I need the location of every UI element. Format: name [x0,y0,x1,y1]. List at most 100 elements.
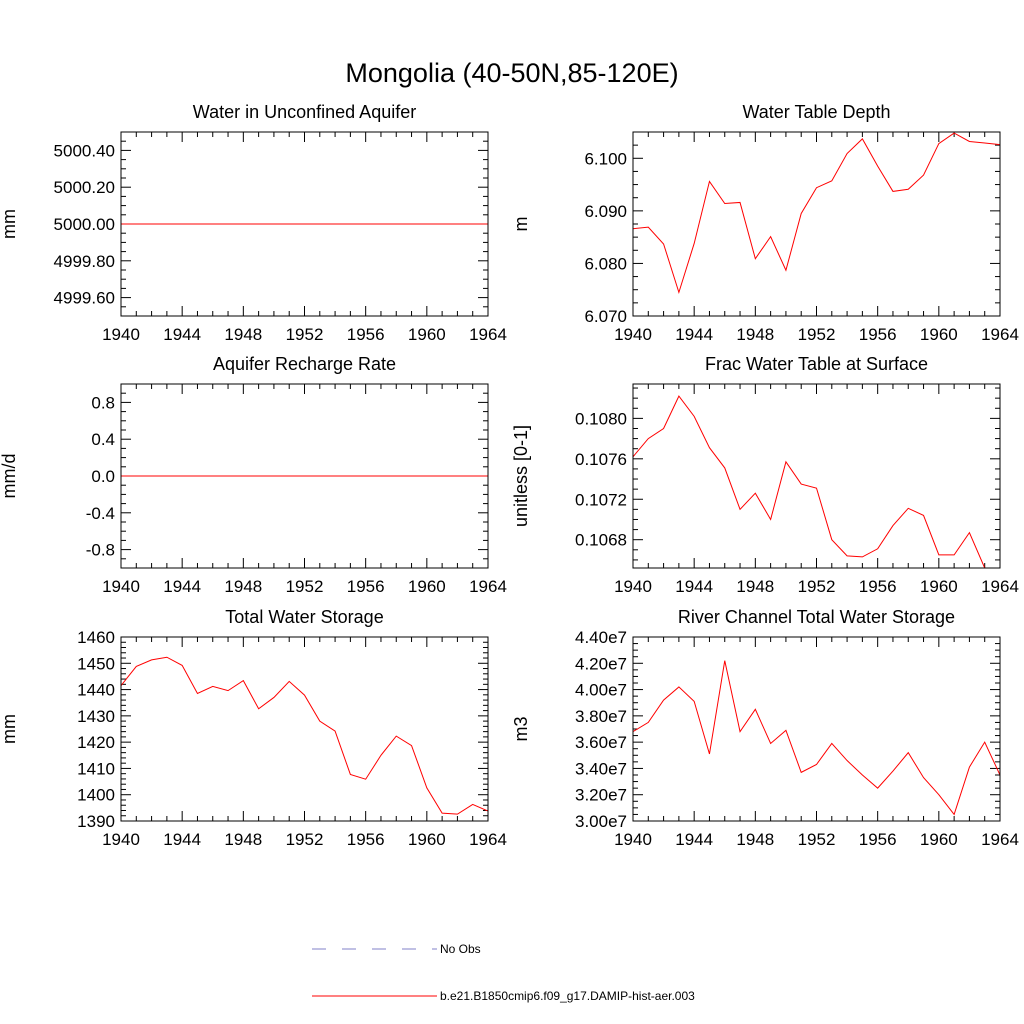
x-tick-label: 1948 [224,830,262,849]
y-tick-label: 3.00e7 [575,812,627,831]
panel-title: Total Water Storage [225,607,383,627]
plot-frame [120,383,489,569]
plot-frame [632,131,1001,317]
x-tick-label: 1956 [859,830,897,849]
y-tick-label: 4999.80 [54,252,115,271]
y-tick-label: 4.00e7 [575,681,627,700]
y-tick-label: 0.8 [91,393,115,412]
y-tick-label: 6.090 [584,202,627,221]
y-tick-label: 6.100 [584,149,627,168]
x-tick-label: 1940 [102,577,140,596]
y-tick-label: 1390 [77,812,115,831]
y-tick-label: 0.1072 [575,490,627,509]
y-tick-label: 1410 [77,759,115,778]
y-tick-label: 4.40e7 [575,628,627,647]
plot-frame [120,131,489,317]
y-tick-label: 1460 [77,628,115,647]
y-tick-label: 1400 [77,786,115,805]
x-tick-label: 1944 [163,325,201,344]
x-tick-label: 1956 [347,830,385,849]
x-tick-label: 1960 [408,325,446,344]
panel-title: Water Table Depth [742,102,890,122]
y-tick-label: 6.070 [584,307,627,326]
plot-frame [632,636,1001,822]
x-tick-label: 1948 [736,325,774,344]
x-tick-label: 1948 [736,830,774,849]
panel-title: Water in Unconfined Aquifer [193,102,416,122]
x-tick-label: 1940 [102,325,140,344]
x-tick-label: 1948 [736,577,774,596]
panel-2: Water Table Depth m 1940 1944 1948 1952 1956 19… [511,102,1019,344]
y-tick-label: 3.20e7 [575,786,627,805]
x-tick-label: 1960 [408,830,446,849]
panel-6: River Channel Total Water Storage m3 1940 1… [511,607,1019,849]
x-tick-label: 1940 [614,577,652,596]
panel-3: Aquifer Recharge Rate mm/d 1940 1944 1948 195… [0,354,507,596]
legend-item: b.e21.B1850cmip6.f09_g17.DAMIP-hist-aer.… [312,989,695,1003]
y-tick-label: 4999.60 [54,289,115,308]
panel-title: Frac Water Table at Surface [705,354,928,374]
x-tick-label: 1944 [163,830,201,849]
y-tick-label: 0.1076 [575,450,627,469]
x-tick-label: 1952 [286,830,324,849]
x-tick-label: 1964 [981,325,1019,344]
y-axis-label: mm [0,714,19,744]
y-tick-label: 1430 [77,707,115,726]
legend-label: No Obs [440,942,481,956]
x-tick-label: 1964 [981,577,1019,596]
series-line [633,660,1000,816]
x-tick-label: 1960 [920,830,958,849]
panel-title: River Channel Total Water Storage [678,607,955,627]
x-tick-label: 1952 [798,577,836,596]
x-tick-label: 1952 [286,325,324,344]
y-axis-label: unitless [0-1] [511,425,531,527]
x-tick-label: 1960 [920,577,958,596]
y-axis-label: m [511,217,531,232]
panel-1: Water in Unconfined Aquifer mm 1940 1944 194… [0,102,507,344]
x-tick-label: 1940 [102,830,140,849]
y-tick-label: 4.20e7 [575,654,627,673]
y-tick-label: 0.1080 [575,409,627,428]
y-tick-label: -0.8 [86,541,115,560]
x-tick-label: 1964 [469,325,507,344]
legend-label: b.e21.B1850cmip6.f09_g17.DAMIP-hist-aer.… [440,989,695,1003]
x-tick-label: 1944 [675,577,713,596]
plot-frame [632,383,1001,569]
panel-4: Frac Water Table at Surface unitless [0-1… [511,354,1019,596]
x-tick-label: 1964 [469,577,507,596]
x-tick-label: 1964 [469,830,507,849]
y-tick-label: 5000.20 [54,178,115,197]
x-tick-label: 1944 [675,830,713,849]
plot-frame [120,636,489,822]
y-axis-label: mm [0,209,19,239]
x-tick-label: 1956 [859,577,897,596]
x-tick-label: 1952 [286,577,324,596]
y-tick-label: 0.1068 [575,531,627,550]
x-tick-label: 1956 [347,325,385,344]
y-tick-label: -0.4 [86,504,115,523]
x-tick-label: 1940 [614,830,652,849]
x-tick-label: 1960 [408,577,446,596]
y-tick-label: 1440 [77,681,115,700]
panel-5: Total Water Storage mm 1940 1944 1948 1952 195… [0,607,507,849]
x-tick-label: 1956 [347,577,385,596]
x-tick-label: 1948 [224,577,262,596]
series-line [633,132,1000,295]
y-tick-label: 1450 [77,654,115,673]
x-tick-label: 1944 [675,325,713,344]
y-axis-label: m3 [511,716,531,741]
y-tick-label: 3.80e7 [575,707,627,726]
y-tick-label: 0.4 [91,430,115,449]
y-tick-label: 5000.40 [54,141,115,160]
y-tick-label: 6.080 [584,254,627,273]
x-tick-label: 1940 [614,325,652,344]
x-tick-label: 1956 [859,325,897,344]
figure-title: Mongolia (40-50N,85-120E) [345,58,678,88]
legend-item: No Obs [312,942,481,956]
x-tick-label: 1964 [981,830,1019,849]
series-line [121,656,488,815]
panels: Water in Unconfined Aquifer mm 1940 1944 194… [0,102,1019,849]
y-tick-label: 0.0 [91,467,115,486]
